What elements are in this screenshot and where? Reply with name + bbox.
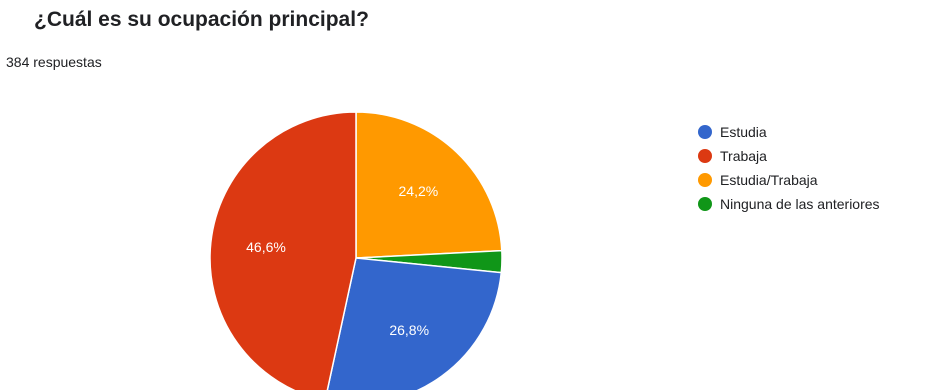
pie-slices bbox=[209, 111, 503, 390]
legend-item-ninguna-de-las-anteriores[interactable]: Ninguna de las anteriores bbox=[698, 192, 880, 216]
slice-label-trabaja: 46,6% bbox=[246, 239, 286, 255]
pie-slice-estudia[interactable] bbox=[325, 257, 503, 390]
response-count: 384 respuestas bbox=[6, 54, 102, 70]
pie-slice-trabaja[interactable] bbox=[209, 111, 357, 390]
legend-item-estudia[interactable]: Estudia bbox=[698, 120, 880, 144]
pie-slice-estudia-trabaja[interactable] bbox=[355, 111, 503, 259]
legend-item-trabaja[interactable]: Trabaja bbox=[698, 144, 880, 168]
legend-item-estudia-trabaja[interactable]: Estudia/Trabaja bbox=[698, 168, 880, 192]
legend-swatch bbox=[698, 173, 712, 187]
pie-labels: 24,2% 26,8% 46,6% bbox=[246, 183, 438, 338]
legend-label: Estudia bbox=[720, 124, 767, 140]
legend-label: Estudia/Trabaja bbox=[720, 172, 818, 188]
slice-label-estudia: 26,8% bbox=[389, 322, 429, 338]
chart-legend: Estudia Trabaja Estudia/Trabaja Ninguna de … bbox=[698, 120, 880, 216]
legend-label: Trabaja bbox=[720, 148, 767, 164]
legend-swatch bbox=[698, 149, 712, 163]
legend-swatch bbox=[698, 197, 712, 211]
legend-label: Ninguna de las anteriores bbox=[720, 196, 880, 212]
slice-label-estudia-trabaja: 24,2% bbox=[399, 183, 439, 199]
chart-title: ¿Cuál es su ocupación principal? bbox=[34, 8, 369, 31]
legend-swatch bbox=[698, 125, 712, 139]
